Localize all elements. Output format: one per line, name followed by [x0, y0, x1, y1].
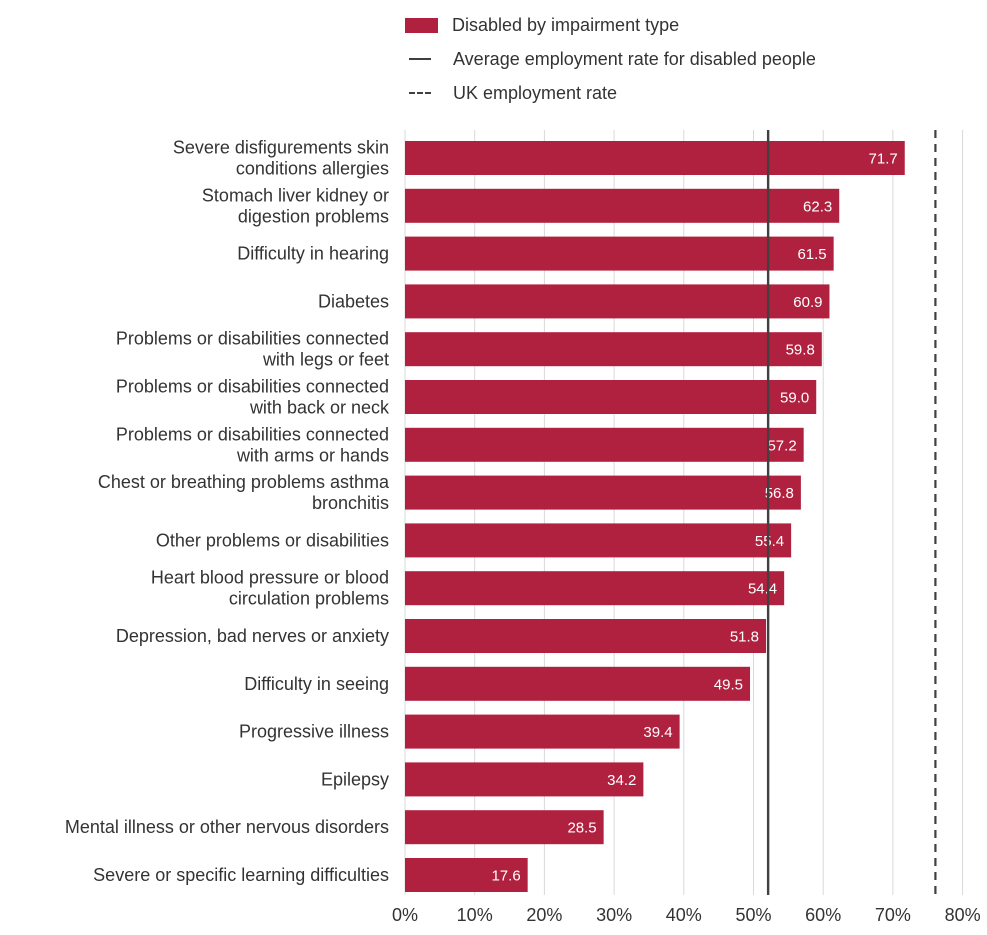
legend-dashed-line-swatch: [409, 92, 431, 94]
data-label: 17.6: [491, 868, 520, 885]
category-label-line: with arms or hands: [236, 445, 389, 465]
x-tick-label: 70%: [875, 905, 911, 925]
category-label-line: with back or neck: [249, 398, 390, 418]
category-label-line: Problems or disabilities connected: [116, 424, 389, 444]
legend-item-bars: Disabled by impairment type: [405, 8, 816, 42]
bar: [405, 284, 830, 319]
x-tick-label: 40%: [666, 905, 702, 925]
category-label-line: Severe disfigurements skin: [173, 138, 389, 158]
category-label-line: Difficulty in seeing: [244, 674, 389, 694]
bar: [405, 762, 644, 797]
data-label: 59.8: [786, 342, 815, 359]
category-label: Other problems or disabilities: [156, 530, 389, 550]
legend-bars-label: Disabled by impairment type: [452, 14, 680, 35]
x-tick-label: 20%: [526, 905, 562, 925]
category-label: Progressive illness: [239, 722, 389, 742]
data-label: 59.0: [780, 390, 809, 407]
category-label-line: bronchitis: [312, 493, 389, 513]
category-label-line: circulation problems: [229, 589, 389, 609]
data-label: 55.4: [755, 533, 784, 550]
bar: [405, 523, 792, 558]
legend-item-uk: UK employment rate: [405, 76, 816, 110]
category-label-line: Stomach liver kidney or: [202, 185, 389, 205]
bar: [405, 714, 680, 749]
category-label: Problems or disabilities connected with b…: [116, 377, 390, 418]
x-tick-label: 50%: [735, 905, 771, 925]
bar: [405, 332, 822, 367]
legend-solid-line-swatch: [409, 58, 431, 60]
bar: [405, 666, 751, 701]
category-label-line: Diabetes: [318, 291, 389, 311]
category-label: Depression, bad nerves or anxiety: [116, 626, 389, 646]
data-label: 51.8: [730, 629, 759, 646]
data-label: 56.8: [765, 485, 794, 502]
category-label: Heart blood pressure or blood circulation…: [151, 568, 389, 609]
x-tick-labels: 0% 10% 20% 30% 40% 50% 60% 70% 80%: [392, 905, 981, 925]
legend-uk-label: UK employment rate: [453, 82, 618, 103]
data-label: 34.2: [607, 772, 636, 789]
legend-item-average: Average employment rate for disabled peo…: [405, 42, 816, 76]
legend-average-label: Average employment rate for disabled peo…: [453, 48, 816, 69]
data-label: 49.5: [714, 676, 743, 693]
x-tick-label: 30%: [596, 905, 632, 925]
legend-bar-swatch: [405, 17, 438, 33]
category-label-line: conditions allergies: [236, 159, 389, 179]
category-label: Problems or disabilities connected with l…: [116, 329, 389, 370]
data-label: 71.7: [869, 151, 898, 168]
category-label-line: Epilepsy: [321, 769, 389, 789]
bar: [405, 810, 604, 845]
bar: [405, 858, 528, 892]
category-labels: Severe disfigurements skin conditions all…: [65, 138, 390, 886]
category-label: Difficulty in hearing: [237, 244, 389, 264]
category-label: Chest or breathing problems asthma bronch…: [98, 472, 390, 513]
x-tick-label: 0%: [392, 905, 418, 925]
category-label: Severe or specific learning difficulties: [93, 865, 389, 885]
data-label: 54.4: [748, 581, 777, 598]
category-label-line: Difficulty in hearing: [237, 244, 389, 264]
x-tick-label: 80%: [945, 905, 981, 925]
bar: [405, 427, 804, 462]
category-label: Epilepsy: [321, 769, 389, 789]
category-label-line: Problems or disabilities connected: [116, 329, 389, 349]
category-label: Difficulty in seeing: [244, 674, 389, 694]
category-label: Severe disfigurements skin conditions all…: [173, 138, 389, 179]
bar: [405, 141, 905, 175]
data-label: 60.9: [793, 294, 822, 311]
data-label: 57.2: [767, 437, 796, 454]
bar: [405, 380, 817, 414]
category-label: Mental illness or other nervous disorder…: [65, 817, 389, 837]
category-label-line: Progressive illness: [239, 722, 389, 742]
data-label: 61.5: [797, 246, 826, 263]
category-label-line: digestion problems: [238, 206, 389, 226]
category-label: Stomach liver kidney or digestion problem…: [202, 185, 389, 226]
category-label-line: Problems or disabilities connected: [116, 377, 389, 397]
x-tick-label: 60%: [805, 905, 841, 925]
bar: [405, 188, 840, 223]
data-label: 62.3: [803, 198, 832, 215]
bar: [405, 475, 801, 510]
category-label-line: Heart blood pressure or blood: [151, 568, 389, 588]
data-label: 28.5: [567, 820, 596, 837]
bars-group: 71.7 62.3 61.5 60.9 59.8 59.0 57.2 56.8 55.4 54.4…: [405, 141, 905, 892]
x-tick-label: 10%: [457, 905, 493, 925]
category-label-line: Other problems or disabilities: [156, 530, 389, 550]
category-label: Diabetes: [318, 291, 389, 311]
bar: [405, 571, 785, 606]
bar: [405, 619, 767, 653]
category-label-line: Depression, bad nerves or anxiety: [116, 626, 389, 646]
chart-legend: Disabled by impairment type Average empl…: [405, 8, 816, 110]
data-label: 39.4: [643, 724, 672, 741]
category-label-line: Severe or specific learning difficulties: [93, 865, 389, 885]
category-label-line: with legs or feet: [262, 350, 389, 370]
bar: [405, 236, 834, 271]
category-label-line: Chest or breathing problems asthma: [98, 472, 390, 492]
category-label: Problems or disabilities connected with a…: [116, 424, 389, 465]
category-label-line: Mental illness or other nervous disorder…: [65, 817, 389, 837]
